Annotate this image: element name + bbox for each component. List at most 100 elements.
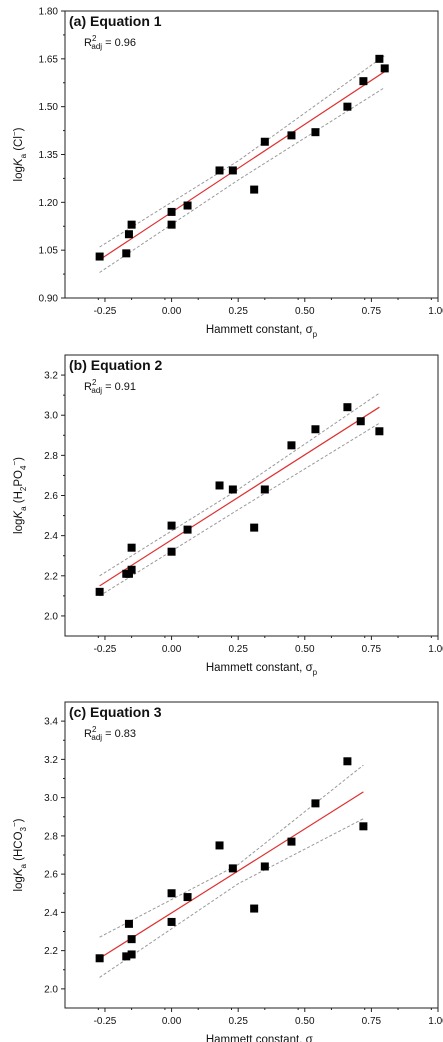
y-tick-label: 3.2 (44, 755, 58, 766)
fit-line (99, 791, 364, 959)
x-tick-label: 0.00 (162, 1016, 182, 1027)
x-tick-label: 0.00 (162, 306, 182, 317)
y-label-charge: − (10, 131, 19, 136)
plot-frame (64, 10, 439, 299)
data-point (359, 77, 368, 86)
r2-sup: 2 (92, 34, 97, 43)
y-label-sub3: 4 (19, 465, 28, 470)
y-tick-label: 2.6 (44, 491, 58, 502)
panel-title: (a) Equation 1 (69, 13, 162, 29)
data-point (215, 166, 224, 175)
panel-title-text: Equation 2 (91, 357, 163, 373)
data-point (260, 862, 269, 871)
y-tick-label: 1.20 (39, 198, 59, 209)
y-axis-label: logKa (Cl−) (10, 127, 28, 181)
y-label-log: log (13, 876, 25, 891)
data-point (228, 864, 237, 873)
plot-frame (64, 354, 439, 637)
y-label-ion: (Cl (13, 136, 25, 154)
y-axis-label: logKa (H2PO4−) (10, 457, 28, 534)
x-axis-label-main: Hammett constant, σ (206, 324, 313, 336)
x-tick-label: 1.00 (428, 1016, 443, 1027)
data-point (127, 565, 136, 574)
y-tick-label: 1.05 (39, 246, 59, 257)
panel-label: (b) (69, 357, 91, 373)
y-tick-label: 1.80 (39, 7, 59, 18)
r2-base: R (84, 728, 92, 740)
x-tick-label: 0.75 (362, 306, 382, 317)
data-point (260, 137, 269, 146)
y-label-close: ) (13, 818, 25, 822)
data-point (375, 427, 384, 436)
r2-annotation: R2 adj = 0.96 (84, 34, 136, 51)
x-tick-label: 0.50 (295, 644, 315, 655)
x-tick-label: 0.25 (228, 306, 248, 317)
confidence-band-upper (99, 55, 385, 248)
r2-value: = 0.91 (102, 381, 136, 393)
data-point (250, 185, 259, 194)
y-label-close: ) (13, 457, 25, 461)
y-label-sub2: 3 (19, 826, 28, 831)
data-point (311, 128, 320, 137)
panel-b: -0.25 0.00 0.25 0.50 0.75 1.00 2.0 2.2 2.4 2.6 2.8… (10, 354, 443, 677)
r2-annotation: R2 adj = 0.83 (84, 725, 136, 742)
r2-sup: 2 (92, 725, 97, 734)
data-point (183, 525, 192, 534)
y-label-k: K (13, 510, 25, 519)
data-point (311, 425, 320, 434)
x-tick-label: 1.00 (428, 644, 443, 655)
x-tick-label: 0.50 (295, 1016, 315, 1027)
x-tick-label: 0.25 (228, 1016, 248, 1027)
y-tick-label: 3.4 (44, 717, 58, 728)
x-axis-label-sub: p (313, 1040, 318, 1042)
y-tick-label: 2.8 (44, 831, 58, 842)
y-label-sub: a (19, 863, 28, 868)
x-axis-label-main: Hammett constant, σ (206, 1034, 313, 1042)
data-point (380, 64, 389, 73)
data-point (167, 917, 176, 926)
y-label-sub2: 2 (19, 486, 28, 491)
y-label-charge: − (10, 461, 19, 466)
data-point (215, 481, 224, 490)
y-label-sub: a (19, 506, 28, 511)
data-point (343, 102, 352, 111)
y-tick-label: 2.4 (44, 908, 58, 919)
confidence-band-lower (99, 422, 380, 597)
y-tick-label: 2.4 (44, 531, 58, 542)
panel-title-text: Equation 3 (90, 704, 162, 720)
r2-sup: 2 (92, 378, 97, 387)
fit-line (99, 71, 386, 261)
r2-value: = 0.83 (102, 728, 136, 740)
y-tick-label: 1.50 (39, 102, 59, 113)
data-point (95, 954, 104, 963)
panel-c: -0.25 0.00 0.25 0.50 0.75 1.00 2.0 2.2 2.4 2.6 2.8… (10, 701, 443, 1042)
panel-label: (c) (69, 704, 90, 720)
y-label-ion: (H (13, 491, 25, 506)
r2-sub: adj (91, 42, 102, 51)
panel-title: (b) Equation 2 (69, 357, 163, 373)
x-axis-label-sub: p (313, 330, 318, 339)
data-point (124, 230, 133, 239)
r2-sub: adj (91, 733, 102, 742)
y-label-charge: − (10, 822, 19, 827)
x-tick-label: -0.25 (94, 644, 117, 655)
confidence-band-upper (99, 392, 380, 577)
data-point (124, 919, 133, 928)
panel-label: (a) (69, 13, 90, 29)
r2-annotation: R2 adj = 0.91 (84, 378, 136, 395)
y-tick-label: 2.6 (44, 870, 58, 881)
data-point (215, 841, 224, 850)
data-point (122, 249, 131, 258)
y-label-ion2: PO (13, 470, 25, 487)
plot-frame (64, 701, 439, 1009)
data-point (359, 822, 368, 831)
r2-value: = 0.96 (102, 37, 136, 49)
data-point (287, 441, 296, 450)
y-label-close: ) (13, 127, 25, 131)
confidence-band-lower (99, 87, 385, 273)
data-point (95, 252, 104, 261)
data-point (122, 952, 131, 961)
y-label-k: K (13, 157, 25, 166)
x-tick-label: 1.00 (428, 306, 443, 317)
